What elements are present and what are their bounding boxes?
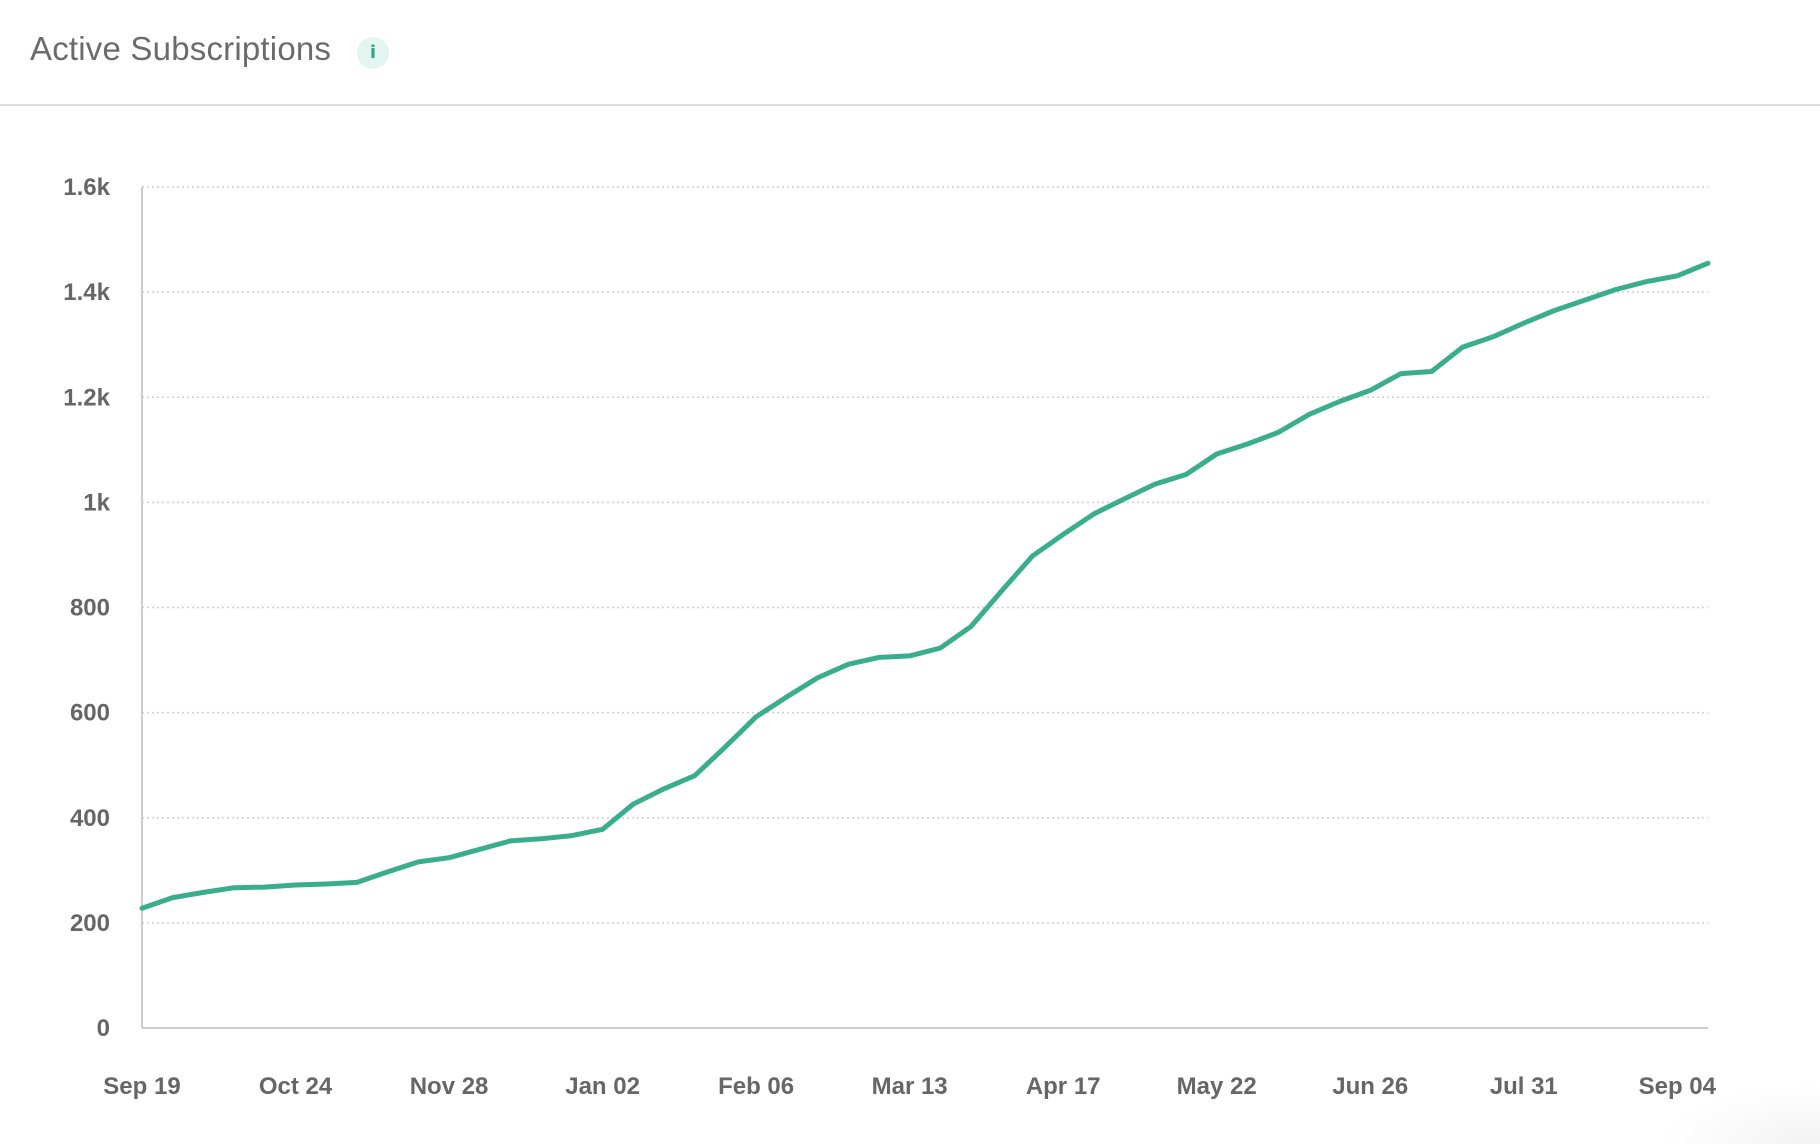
data-point[interactable] [443, 852, 455, 864]
info-icon[interactable]: i [357, 37, 389, 69]
data-point[interactable] [842, 658, 854, 670]
data-point[interactable] [689, 770, 701, 782]
data-point[interactable] [1149, 478, 1161, 490]
data-point[interactable] [781, 691, 793, 703]
data-point[interactable] [627, 798, 639, 810]
data-point[interactable] [351, 876, 363, 888]
x-tick-label: May 22 [1177, 1073, 1257, 1100]
data-point[interactable] [1641, 276, 1653, 288]
data-point[interactable] [1702, 257, 1714, 269]
x-tick-label: Nov 28 [410, 1073, 489, 1100]
data-point[interactable] [320, 878, 332, 890]
data-point[interactable] [290, 879, 302, 891]
x-tick-label: Jun 26 [1332, 1073, 1408, 1100]
series-group [136, 257, 1714, 914]
x-tick-label: Oct 24 [259, 1073, 333, 1100]
data-point[interactable] [1334, 396, 1346, 408]
y-tick-label: 800 [70, 595, 110, 622]
series-line-active-subscriptions[interactable] [139, 260, 1711, 911]
data-point[interactable] [167, 892, 179, 904]
data-point[interactable] [566, 830, 578, 842]
x-tick-label: Feb 06 [718, 1073, 794, 1100]
x-tick-label: Sep 19 [103, 1073, 180, 1100]
x-tick-label: Jan 02 [565, 1073, 640, 1100]
data-point[interactable] [1671, 270, 1683, 282]
data-point[interactable] [1395, 368, 1407, 380]
data-point[interactable] [1364, 384, 1376, 396]
data-point[interactable] [259, 881, 271, 893]
data-point[interactable] [1456, 341, 1468, 353]
grid-lines [142, 186, 1708, 924]
data-point[interactable] [1303, 409, 1315, 421]
y-tick-label: 400 [70, 805, 110, 832]
data-point[interactable] [719, 741, 731, 753]
data-point[interactable] [136, 902, 148, 914]
data-point[interactable] [1180, 469, 1192, 481]
data-point[interactable] [1241, 438, 1253, 450]
data-point[interactable] [1610, 284, 1622, 296]
data-point[interactable] [1027, 550, 1039, 562]
data-point[interactable] [1211, 448, 1223, 460]
data-point[interactable] [597, 823, 609, 835]
y-tick-label: 600 [70, 700, 110, 727]
x-tick-label: Mar 13 [872, 1073, 948, 1100]
data-point[interactable] [1518, 317, 1530, 329]
data-point[interactable] [965, 620, 977, 632]
data-point[interactable] [873, 651, 885, 663]
data-point[interactable] [197, 886, 209, 898]
data-point[interactable] [1426, 366, 1438, 378]
x-tick-label: Apr 17 [1026, 1073, 1101, 1100]
data-point[interactable] [1119, 493, 1131, 505]
data-point[interactable] [228, 882, 240, 894]
y-tick-label: 1.4k [63, 279, 110, 306]
data-point[interactable] [1088, 508, 1100, 520]
data-point[interactable] [1057, 528, 1069, 540]
y-tick-label: 0 [97, 1015, 110, 1042]
data-point[interactable] [535, 833, 547, 845]
page-title: Active Subscriptions [30, 30, 332, 67]
x-axis-labels: Sep 19 Oct 24 Nov 28 Jan 02 Feb 06 Mar 13 Apr … [103, 1073, 1716, 1100]
y-tick-label: 1.2k [63, 384, 110, 411]
data-point[interactable] [1549, 305, 1561, 317]
y-tick-label: 1.6k [63, 174, 110, 201]
chart-header: Active Subscriptions i [0, 0, 1820, 106]
data-point[interactable] [474, 843, 486, 855]
x-tick-label: Jul 31 [1490, 1073, 1558, 1100]
y-tick-label: 200 [70, 910, 110, 937]
data-point[interactable] [505, 835, 517, 847]
data-point[interactable] [1272, 427, 1284, 439]
data-point[interactable] [412, 856, 424, 868]
data-point[interactable] [812, 672, 824, 684]
axes [141, 187, 1708, 1029]
corner-shadow [1660, 1084, 1820, 1144]
data-point[interactable] [934, 642, 946, 654]
data-point[interactable] [1487, 331, 1499, 343]
data-point[interactable] [658, 783, 670, 795]
data-point[interactable] [1579, 294, 1591, 306]
y-axis-labels: 0 200 400 600 800 1k 1.2k 1.4k 1.6k [63, 174, 110, 1042]
data-point[interactable] [382, 866, 394, 878]
data-point[interactable] [904, 650, 916, 662]
data-point[interactable] [750, 711, 762, 723]
data-point[interactable] [996, 585, 1008, 597]
y-tick-label: 1k [83, 489, 110, 516]
